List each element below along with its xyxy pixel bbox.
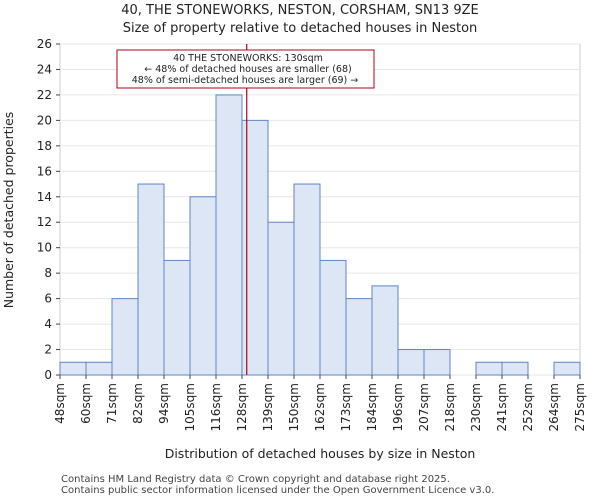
x-tick-label: 139sqm xyxy=(261,383,275,431)
y-tick-label: 8 xyxy=(44,266,52,280)
chart-subtitle: Size of property relative to detached ho… xyxy=(123,21,478,36)
y-axis-label: Number of detached properties xyxy=(1,112,16,309)
footer-line-1: Contains HM Land Registry data © Crown c… xyxy=(61,474,450,485)
bar-139sqm xyxy=(267,221,295,376)
bar-241sqm xyxy=(501,361,529,376)
x-axis-label: Distribution of detached houses by size … xyxy=(165,446,476,461)
y-tick-label: 4 xyxy=(44,317,52,331)
x-tick-label: 230sqm xyxy=(469,383,483,431)
bar-105sqm xyxy=(189,196,217,376)
bar-82sqm xyxy=(137,183,165,376)
x-tick-label: 116sqm xyxy=(209,383,223,431)
x-tick-label: 275sqm xyxy=(573,383,587,431)
annotation-line-3: 48% of semi-detached houses are larger (… xyxy=(132,75,359,86)
y-tick-label: 14 xyxy=(37,190,52,204)
y-tick-label: 10 xyxy=(37,241,52,255)
bar-173sqm xyxy=(345,298,373,376)
x-tick-label: 196sqm xyxy=(391,383,405,431)
x-tick-label: 184sqm xyxy=(365,383,379,431)
annotation-box xyxy=(116,49,375,89)
chart-title: 40, THE STONEWORKS, NESTON, CORSHAM, SN1… xyxy=(121,3,479,18)
annotation-line-1: 40 THE STONEWORKS: 130sqm xyxy=(173,53,323,64)
bar-48sqm xyxy=(59,361,87,376)
x-tick-label: 82sqm xyxy=(131,383,145,424)
x-tick-label: 162sqm xyxy=(313,383,327,431)
x-tick-label: 252sqm xyxy=(521,383,535,431)
y-tick-label: 12 xyxy=(37,215,52,229)
x-tick-label: 94sqm xyxy=(157,383,171,424)
x-axis-ticks: 48sqm 60sqm 71sqm 82sqm 94sqm 105sqm 116sqm 128… xyxy=(53,375,587,431)
y-tick-label: 16 xyxy=(37,164,52,178)
x-tick-label: 71sqm xyxy=(105,383,119,424)
bar-71sqm xyxy=(111,298,139,376)
bar-60sqm xyxy=(85,361,113,376)
bar-196sqm xyxy=(397,349,425,376)
chart: 40, THE STONEWORKS, NESTON, CORSHAM, SN1… xyxy=(1,3,587,461)
x-tick-label: 218sqm xyxy=(443,383,457,431)
y-tick-label: 6 xyxy=(44,292,52,306)
bar-184sqm xyxy=(371,285,399,376)
x-tick-label: 207sqm xyxy=(417,383,431,431)
y-tick-label: 20 xyxy=(37,113,52,127)
x-tick-label: 48sqm xyxy=(53,383,67,424)
bar-230sqm xyxy=(475,361,503,376)
x-tick-label: 105sqm xyxy=(183,383,197,431)
bar-264sqm xyxy=(553,361,581,376)
y-tick-label: 2 xyxy=(44,343,52,357)
bar-207sqm xyxy=(423,349,451,376)
x-tick-label: 173sqm xyxy=(339,383,353,431)
x-tick-label: 150sqm xyxy=(287,383,301,431)
bar-116sqm xyxy=(215,94,243,376)
bar-94sqm xyxy=(163,259,191,376)
y-tick-label: 18 xyxy=(37,139,52,153)
x-tick-label: 264sqm xyxy=(547,383,561,431)
x-tick-label: 241sqm xyxy=(495,383,509,431)
bar-150sqm xyxy=(293,183,321,376)
annotation-line-2: ← 48% of detached houses are smaller (68… xyxy=(144,64,351,75)
footer-line-2: Contains public sector information licen… xyxy=(61,485,495,496)
marker-annotation: 40 THE STONEWORKS: 130sqm ← 48% of detac… xyxy=(116,49,375,89)
x-tick-label: 60sqm xyxy=(79,383,93,424)
bar-162sqm xyxy=(319,259,347,376)
y-tick-label: 22 xyxy=(37,88,52,102)
bar-128sqm xyxy=(241,119,269,376)
y-tick-label: 0 xyxy=(44,368,52,382)
x-tick-label: 128sqm xyxy=(235,383,249,431)
y-tick-label: 24 xyxy=(37,62,52,76)
y-tick-label: 26 xyxy=(37,37,52,51)
